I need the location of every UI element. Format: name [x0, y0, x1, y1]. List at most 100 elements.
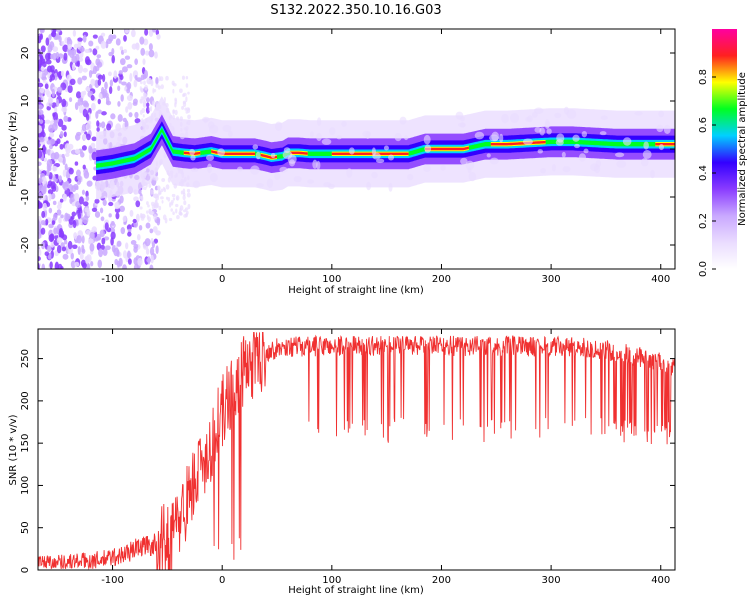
spectrogram-noise-cell — [38, 248, 42, 257]
spectrogram-noise-cell — [168, 217, 173, 222]
spectrogram-halo-cell — [192, 180, 201, 189]
spectrogram-noise-cell — [66, 37, 72, 42]
spectrogram-noise-cell — [170, 208, 174, 212]
spectrogram-noise-cell — [142, 100, 147, 108]
spectrogram-noise-cell — [75, 185, 79, 191]
spectrogram-noise-cell — [143, 93, 148, 99]
spectrogram-noise-cell — [72, 29, 77, 37]
spectrogram-noise-cell — [122, 264, 127, 269]
spectrogram-noise-cell — [47, 96, 54, 104]
spectrogram-noise-cell — [75, 53, 80, 62]
spectrogram-noise-cell — [58, 175, 62, 183]
spectrogram-noise-cell — [160, 84, 164, 90]
spectrogram-noise-cell — [175, 203, 179, 208]
spectrogram-ridge-peak — [655, 143, 675, 146]
spectrogram-halo-cell — [383, 145, 389, 151]
colorbar-gradient — [712, 29, 737, 269]
spectrogram-noise-cell — [154, 176, 159, 182]
spectrogram-noise-cell — [76, 169, 81, 177]
spectrogram-noise-cell — [139, 36, 145, 45]
spectrogram-noise-cell — [155, 194, 160, 201]
spectrogram-noise-cell — [111, 54, 115, 64]
spectrogram-halo-cell — [222, 124, 232, 132]
spectrogram-noise-cell — [110, 231, 116, 240]
spectrogram-noise-cell — [131, 29, 136, 38]
spectrogram-noise-cell — [54, 119, 58, 127]
spectrogram-noise-cell — [85, 229, 91, 235]
spectrogram-noise-cell — [73, 193, 80, 202]
spectrogram-noise-cell — [182, 195, 186, 201]
spectrogram-noise-cell — [96, 54, 102, 59]
spectrogram-noise-cell — [46, 159, 53, 168]
spectrogram-y-tick-label: -10 — [20, 189, 31, 205]
spectrogram-noise-cell — [186, 192, 191, 198]
spectrogram-noise-cell — [155, 245, 159, 255]
spectrogram-noise-cell — [133, 98, 138, 105]
spectrogram-noise-cell — [146, 201, 149, 206]
spectrogram-noise-cell — [69, 78, 76, 86]
spectrogram-noise-cell — [43, 157, 48, 163]
spectrogram-noise-cell — [126, 88, 131, 94]
spectrogram-noise-cell — [142, 114, 145, 118]
spectrogram-halo-cell — [423, 164, 431, 173]
spectrogram-noise-cell — [83, 170, 90, 179]
spectrogram-noise-cell — [154, 51, 158, 59]
spectrogram-noise-cell — [161, 178, 166, 182]
spectrogram-noise-cell — [172, 211, 175, 216]
spectrogram-noise-cell — [41, 195, 46, 201]
spectrogram-halo-cell — [656, 124, 664, 133]
spectrogram-noise-cell — [46, 65, 53, 73]
spectrogram-noise-cell — [181, 105, 185, 110]
spectrogram-noise-cell — [38, 71, 43, 79]
spectrogram-noise-cell — [85, 122, 92, 131]
spectrogram-halo-cell — [650, 169, 655, 179]
spectrogram-noise-cell — [99, 207, 104, 214]
spectrogram-y-tick-label: 20 — [20, 47, 31, 60]
spectrogram-noise-cell — [160, 196, 164, 200]
snr-panel: -100 0 100 200 300 400 0 50 100 150 200 250 Height … — [8, 328, 676, 596]
spectrogram-noise-cell — [165, 196, 169, 200]
spectrogram-noise-cell — [172, 197, 176, 201]
spectrogram-noise-cell — [181, 75, 186, 80]
spectrogram-noise-cell — [49, 132, 55, 138]
spectrogram-noise-cell — [143, 186, 147, 191]
spectrogram-noise-cell — [39, 87, 45, 94]
spectrogram-noise-cell — [40, 227, 46, 235]
spectrogram-noise-cell — [90, 261, 94, 267]
spectrogram-noise-cell — [67, 247, 73, 255]
spectrogram-halo-cell — [407, 173, 414, 181]
spectrogram-noise-cell — [40, 176, 47, 185]
colorbar-tick-label: 0.6 — [698, 117, 709, 133]
spectrogram-noise-cell — [97, 78, 102, 86]
spectrogram-noise-cell — [97, 74, 103, 80]
spectrogram-noise-cell — [42, 58, 46, 64]
spectrogram-noise-cell — [61, 153, 65, 159]
spectrogram-noise-cell — [148, 49, 155, 58]
spectrogram-halo-cell — [583, 148, 589, 154]
spectrogram-noise-cell — [68, 167, 74, 175]
spectrogram-noise-cell — [102, 91, 107, 99]
spectrogram-noise-cell — [126, 94, 133, 102]
spectrogram-noise-cell — [92, 34, 98, 39]
spectrogram-noise-cell — [105, 100, 112, 106]
spectrogram-noise-cell — [88, 40, 94, 47]
spectrogram-noise-cell — [67, 84, 73, 94]
spectrogram-noise-cell — [82, 34, 87, 43]
spectrogram-noise-cell — [86, 210, 91, 217]
spectrogram-noise-cell — [82, 133, 87, 141]
spectrogram-noise-cell — [82, 215, 89, 225]
spectrogram-noise-cell — [157, 85, 161, 90]
spectrogram-noise-cell — [48, 34, 52, 41]
snr-x-tick-label: 100 — [322, 575, 341, 586]
spectrogram-halo-cell — [289, 159, 296, 167]
spectrogram-noise-cell — [46, 139, 52, 145]
spectrogram-noise-cell — [77, 37, 83, 42]
spectrogram-noise-cell — [187, 204, 191, 210]
spectrogram-noise-cell — [41, 241, 46, 250]
spectrogram-noise-cell — [185, 96, 188, 103]
spectrogram-noise-cell — [62, 193, 67, 202]
spectrogram-halo-cell — [279, 166, 288, 173]
spectrogram-noise-cell — [136, 233, 141, 241]
spectrogram-noise-cell — [152, 226, 158, 233]
spectrogram-noise-cell — [128, 112, 133, 118]
